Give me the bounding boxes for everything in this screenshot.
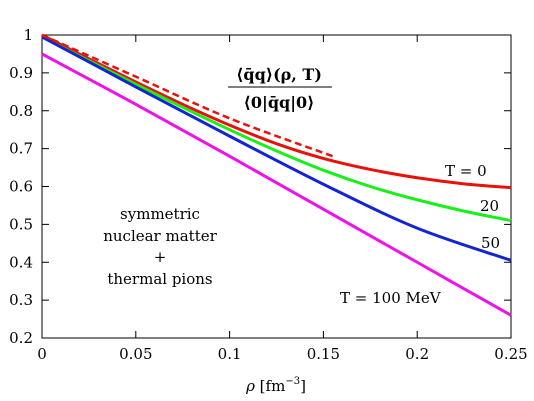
- x-axis-rho: ρ: [245, 377, 255, 395]
- ratio-numerator: ⟨q̄q⟩(ρ, T): [236, 65, 322, 84]
- series-label-t100: T = 100 MeV: [340, 289, 442, 307]
- ratio-denominator: ⟨0|q̄q|0⟩: [244, 93, 315, 112]
- annotation-line-1: symmetric: [120, 205, 200, 223]
- series-line-1: [41, 35, 512, 223]
- x-axis-label: ρ [fm−3]: [245, 376, 306, 395]
- y-tick-label: 1: [23, 26, 33, 44]
- y-tick-label: 0.4: [9, 253, 33, 271]
- y-tick-label: 0.9: [9, 64, 33, 82]
- annotation-line-4: thermal pions: [107, 270, 212, 288]
- series-label-20: 20: [480, 197, 499, 215]
- x-axis-unit-open: [fm: [255, 377, 285, 395]
- y-tick-label: 0.5: [9, 215, 33, 233]
- x-tick-label: 0.2: [405, 345, 429, 363]
- series-label-50: 50: [481, 234, 500, 252]
- x-tick-label: 0.25: [494, 345, 527, 363]
- series-label-t0: T = 0: [445, 162, 487, 180]
- series-line-t0-dashed: [41, 33, 334, 158]
- x-tick-label: 0.05: [119, 345, 152, 363]
- y-tick-label: 0.2: [9, 329, 33, 347]
- x-axis-unit-exp: −3: [285, 376, 300, 387]
- annotation-line-2: nuclear matter: [103, 227, 217, 245]
- x-tick-label: 0: [37, 345, 47, 363]
- x-tick-label: 0.1: [218, 345, 242, 363]
- y-tick-label: 0.6: [9, 178, 33, 196]
- y-tick-label: 0.8: [9, 102, 33, 120]
- series-line-0: [41, 33, 512, 190]
- x-axis-unit-close: ]: [300, 377, 306, 395]
- series-line-3: [41, 52, 512, 317]
- series-line-2: [41, 35, 512, 262]
- annotation-line-3: +: [154, 248, 167, 266]
- series-layer: [41, 33, 512, 317]
- y-tick-label: 0.3: [9, 291, 33, 309]
- y-tick-label: 0.7: [9, 140, 33, 158]
- x-tick-label: 0.15: [307, 345, 340, 363]
- axis-ticks: 0 0.05 0.1 0.15 0.2 0.25 0.2 0.3 0.4 0.5 0.6 0.7 0.8…: [9, 26, 528, 363]
